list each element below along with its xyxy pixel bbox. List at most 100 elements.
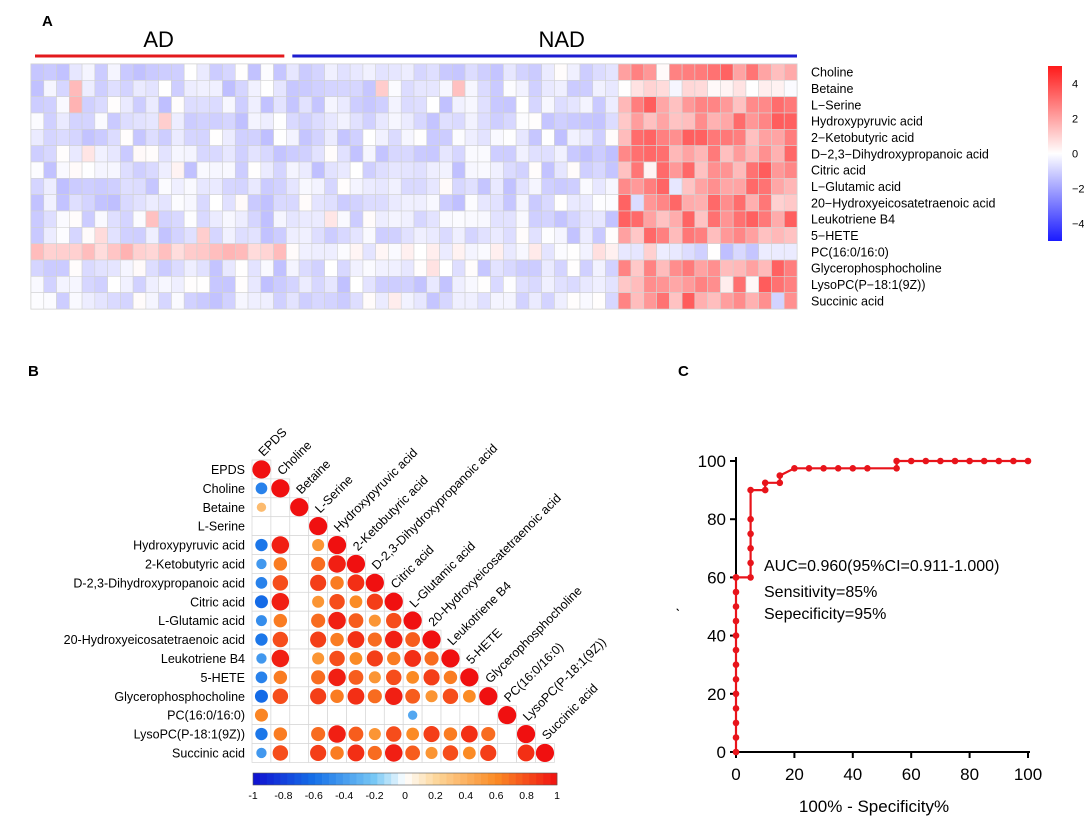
roc-point (864, 465, 871, 472)
heatmap-cell (375, 145, 389, 163)
heatmap-cell (324, 243, 338, 261)
correlation-dot (462, 746, 476, 760)
heatmap-cell (490, 80, 504, 97)
heatmap-cell (566, 145, 581, 163)
heatmap-cell (528, 112, 542, 130)
heatmap-cell (132, 63, 147, 81)
heatmap-cell (120, 80, 134, 97)
heatmap-cell (503, 96, 517, 114)
heatmap-cell (43, 259, 57, 277)
correlation-dot (405, 745, 421, 761)
heatmap-cell (311, 276, 325, 293)
heatmap-cell (515, 161, 530, 179)
heatmap-cell (375, 259, 389, 277)
heatmap-cell (464, 243, 479, 261)
heatmap-cell (464, 161, 479, 179)
heatmap-cell (247, 210, 262, 228)
heatmap-cell (503, 63, 517, 81)
heatmap-cell (528, 259, 542, 277)
heatmap-cell (400, 292, 415, 310)
heatmap-cell (324, 276, 338, 293)
heatmap-cell (81, 259, 96, 277)
heatmap-cell (375, 112, 389, 130)
heatmap-cell (477, 259, 491, 277)
heatmap-cell (554, 259, 568, 277)
heatmap-cell (669, 96, 683, 114)
heatmap-cell (464, 227, 479, 244)
heatmap-cell (579, 243, 594, 261)
heatmap-cell (196, 276, 211, 293)
heatmap-cell (515, 276, 530, 293)
heatmap-cell (745, 210, 759, 228)
correlation-dot (384, 630, 403, 649)
heatmap-cell (158, 178, 172, 195)
correlation-dot (386, 726, 402, 742)
heatmap-cell (669, 145, 683, 163)
heatmap-cell (183, 194, 198, 212)
heatmap-cell (758, 210, 772, 228)
heatmap-cell (554, 96, 568, 114)
correlation-cell (289, 591, 310, 612)
correlation-dot (327, 535, 347, 555)
heatmap-cell (566, 194, 581, 212)
heatmap-cell (30, 63, 45, 81)
heatmap-cell (605, 259, 619, 277)
heatmap-cell (656, 80, 670, 97)
heatmap-cell (656, 194, 670, 212)
heatmap-cell (515, 80, 530, 97)
colorbar-segment (356, 773, 364, 785)
correlation-dot (384, 687, 403, 706)
heatmap-cell (681, 161, 696, 179)
heatmap-row-label: L−Glutamic acid (811, 180, 901, 194)
heatmap-cell (69, 259, 83, 277)
heatmap-cell (579, 145, 594, 163)
heatmap-cell (375, 276, 389, 293)
group-label-ad: AD (143, 27, 174, 52)
heatmap-cell (477, 145, 491, 163)
heatmap-cell (643, 112, 657, 130)
heatmap-cell (375, 80, 389, 97)
heatmap-cell (630, 292, 645, 310)
heatmap-cell (732, 161, 747, 179)
heatmap-cell (247, 63, 262, 81)
heatmap-cell (30, 292, 45, 310)
heatmap-cell (592, 80, 606, 97)
heatmap-cell (298, 145, 313, 163)
heatmap-cell (145, 63, 159, 81)
correlation-cell (289, 743, 310, 763)
heatmap-cell (337, 227, 351, 244)
heatmap-cell (337, 178, 351, 195)
heatmap-cell (694, 63, 708, 81)
heatmap-cell (503, 276, 517, 293)
heatmap-cell (247, 80, 262, 97)
heatmap-cell (490, 178, 504, 195)
roc-point (922, 457, 930, 465)
heatmap-cell (605, 178, 619, 195)
heatmap-cell (56, 194, 70, 212)
heatmap-cell (209, 63, 223, 81)
heatmap-cell (758, 96, 772, 114)
colorbar-segment (550, 773, 558, 785)
correlation-dot (312, 652, 325, 665)
heatmap-cell (43, 129, 57, 146)
heatmap-cell (541, 276, 555, 293)
colorbar-tick-label: 0.4 (458, 790, 473, 802)
heatmap-cell (758, 194, 772, 212)
heatmap-cell (247, 227, 262, 244)
roc-annotations: AUC=0.960(95%CI=0.911-1.000) Sensitivity=… (764, 558, 999, 623)
heatmap-cell (260, 161, 274, 179)
heatmap-cell (107, 292, 121, 310)
heatmap-cell (592, 292, 606, 310)
heatmap-cell (171, 292, 185, 310)
heatmap-cell (120, 96, 134, 114)
heatmap-cell (464, 145, 479, 163)
heatmap-cell (720, 276, 734, 293)
heatmap-cell (273, 129, 287, 146)
heatmap-cell (362, 194, 376, 212)
heatmap-cell (107, 96, 121, 114)
heatmap-cell (337, 194, 351, 212)
heatmap-cell (630, 145, 645, 163)
correlation-row-label: L-Serine (198, 520, 245, 534)
heatmap-cell (81, 96, 96, 114)
heatmap-cell (132, 96, 147, 114)
